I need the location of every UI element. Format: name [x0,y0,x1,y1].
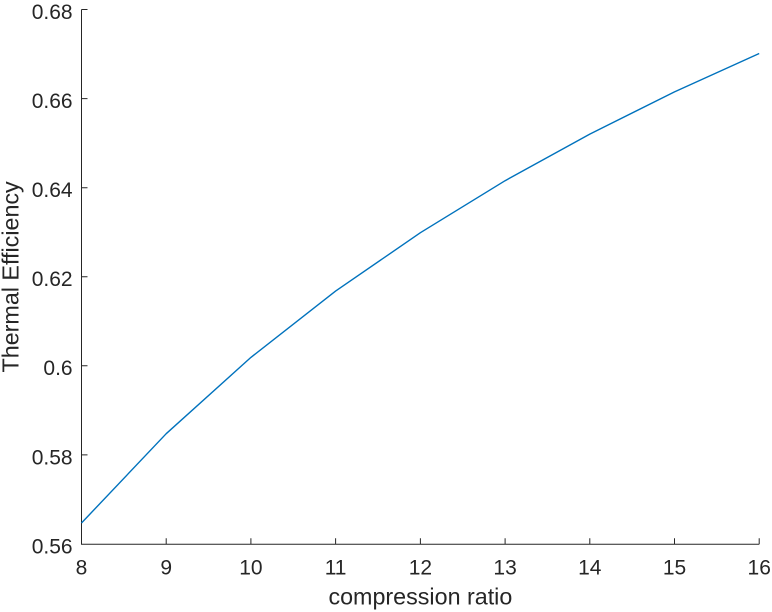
svg-text:compression ratio: compression ratio [328,584,512,610]
svg-text:0.68: 0.68 [32,1,73,24]
svg-text:10: 10 [239,556,262,579]
svg-text:13: 13 [493,556,516,579]
svg-text:15: 15 [663,556,686,579]
svg-text:0.6: 0.6 [43,357,72,380]
svg-text:0.58: 0.58 [32,446,73,469]
svg-text:0.56: 0.56 [32,535,73,558]
svg-text:9: 9 [160,556,172,579]
svg-text:Thermal Efficiency: Thermal Efficiency [0,181,23,373]
svg-text:8: 8 [76,556,88,579]
svg-text:11: 11 [325,556,347,579]
svg-text:0.62: 0.62 [32,268,73,291]
svg-text:16: 16 [748,556,771,579]
svg-text:0.64: 0.64 [32,179,73,202]
svg-text:12: 12 [409,556,432,579]
svg-text:0.66: 0.66 [32,90,73,113]
svg-text:14: 14 [578,556,602,579]
